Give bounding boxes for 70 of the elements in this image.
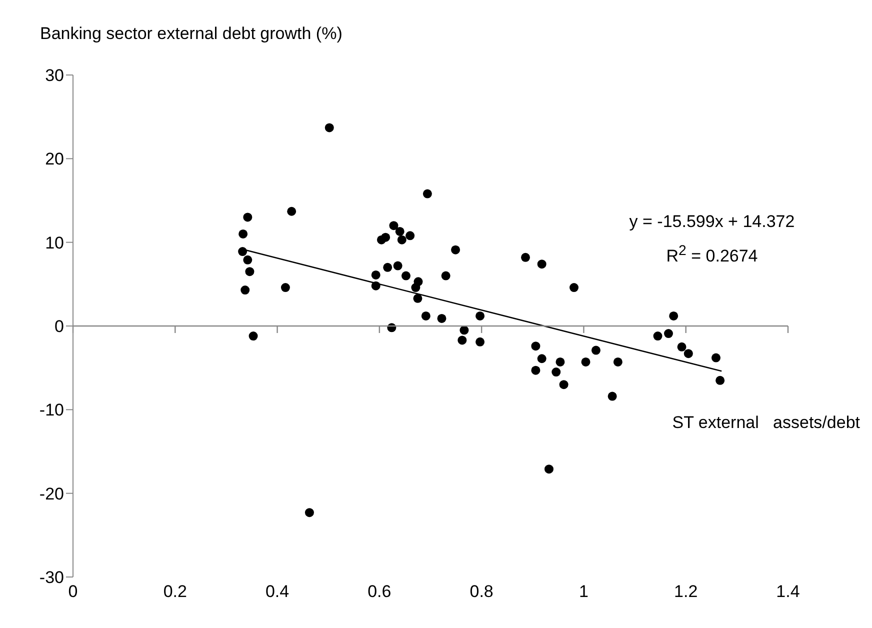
y-tick-label: 30: [45, 66, 64, 86]
y-tick-label: -30: [39, 568, 64, 588]
x-axis-title: ST external assets/debt: [672, 413, 860, 433]
x-tick-label: 0.2: [163, 582, 187, 602]
point: [441, 271, 450, 280]
point: [421, 311, 430, 320]
point: [248, 332, 258, 341]
annotation: y = -15.599x + 14.372: [628, 212, 796, 232]
point: [393, 261, 402, 270]
point: [591, 346, 600, 355]
point: [243, 212, 252, 222]
point: [537, 354, 546, 364]
point: [280, 283, 290, 292]
point: [437, 314, 446, 323]
y-tick-label: -20: [39, 484, 64, 504]
point: [520, 252, 530, 262]
y-tick-label: 0: [54, 317, 64, 336]
x-tick-label: 1.2: [674, 582, 698, 602]
point: [395, 226, 404, 236]
y-tick-label: -10: [39, 400, 64, 420]
point: [531, 342, 540, 351]
point: [544, 464, 554, 474]
point: [287, 206, 296, 216]
y-tick-label: 10: [45, 233, 64, 252]
point: [711, 353, 720, 362]
point: [324, 123, 334, 132]
point: [669, 311, 678, 320]
point: [371, 270, 380, 280]
point: [397, 235, 406, 244]
point: [458, 336, 467, 345]
point: [552, 368, 561, 377]
x-tick-label: 0.8: [470, 582, 494, 602]
x-tick-label: 0.4: [265, 582, 290, 602]
x-tick-label: 0: [68, 582, 78, 602]
point: [613, 357, 622, 366]
point: [383, 262, 392, 272]
point: [243, 255, 252, 264]
point: [570, 283, 579, 292]
point: [476, 337, 485, 346]
point: [413, 294, 422, 303]
point: [664, 329, 673, 338]
x-tick-label: 1: [578, 582, 588, 602]
point: [531, 366, 540, 375]
x-tick-label: 0.6: [368, 582, 392, 602]
y-axis-title: Banking sector external debt growth (%): [40, 24, 342, 44]
point: [451, 245, 460, 254]
point: [389, 221, 398, 230]
annotation: R$^{2}$ = 0.2674: [665, 243, 759, 267]
point: [559, 380, 568, 390]
point: [716, 376, 725, 385]
point: [422, 189, 432, 198]
point: [556, 357, 565, 366]
point: [411, 283, 420, 292]
point: [238, 229, 248, 238]
point: [406, 231, 415, 240]
point: [677, 342, 686, 352]
point: [581, 357, 590, 366]
point: [401, 271, 410, 280]
point: [608, 392, 617, 401]
point: [653, 332, 662, 341]
point: [476, 311, 485, 320]
y-tick-label: 20: [45, 150, 64, 169]
point: [460, 326, 469, 335]
point: [537, 260, 546, 269]
point: [245, 267, 254, 276]
point: [240, 286, 250, 295]
x-tick-label: 1.4: [776, 582, 800, 602]
point: [304, 508, 314, 518]
point: [381, 232, 390, 242]
point: [684, 349, 693, 358]
